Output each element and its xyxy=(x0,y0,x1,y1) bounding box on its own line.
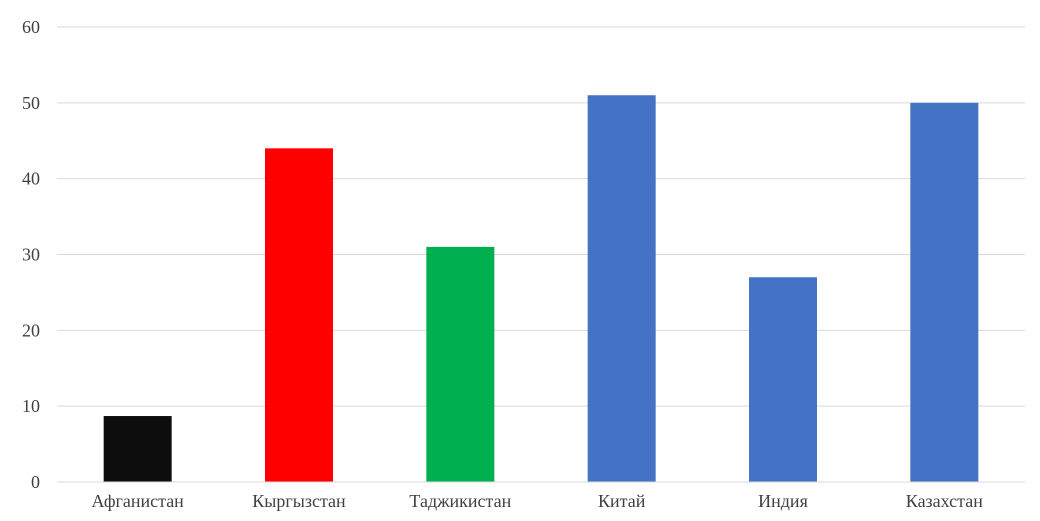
bars xyxy=(103,95,979,483)
x-tick-label: Казахстан xyxy=(906,491,983,511)
bar-6 xyxy=(910,102,979,482)
bar-1 xyxy=(103,416,172,482)
y-tick-label: 50 xyxy=(22,93,40,113)
x-tick-label: Индия xyxy=(758,491,808,511)
y-axis-tick-labels: 0 10 20 30 40 50 60 xyxy=(22,17,40,492)
gridlines xyxy=(57,26,1025,407)
bar-4 xyxy=(587,95,656,482)
bar-3 xyxy=(426,246,495,482)
y-tick-label: 30 xyxy=(22,245,40,265)
y-tick-label: 10 xyxy=(22,396,40,416)
x-tick-label: Китай xyxy=(598,491,646,511)
y-tick-label: 40 xyxy=(22,169,40,189)
x-tick-label: Таджикистан xyxy=(409,491,511,511)
x-tick-label: Кыргызстан xyxy=(252,491,346,511)
x-tick-label: Афганистан xyxy=(92,491,185,511)
x-axis-tick-labels: Афганистан Кыргызстан Таджикистан Китай Инди… xyxy=(92,491,984,511)
y-tick-label: 20 xyxy=(22,320,40,340)
bar-2 xyxy=(265,148,333,483)
bar-5 xyxy=(749,277,817,482)
y-tick-label: 60 xyxy=(22,17,40,37)
y-tick-label: 0 xyxy=(31,472,40,492)
